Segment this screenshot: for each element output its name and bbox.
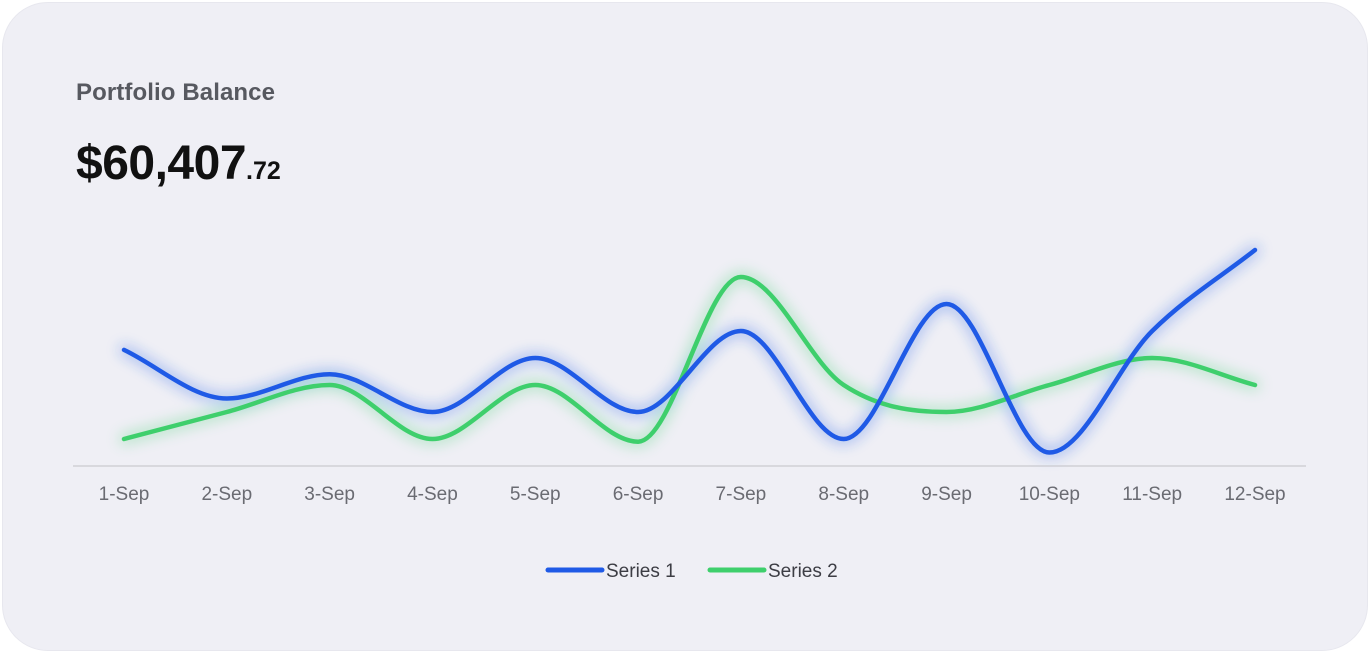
x-tick-label: 3-Sep <box>304 484 355 505</box>
series-2-line <box>121 274 1258 444</box>
x-tick-label: 11-Sep <box>1122 484 1182 505</box>
balance-amount: $60,407.72 <box>76 136 281 191</box>
series-1-line <box>121 247 1258 455</box>
balance-main: $60,407 <box>76 137 247 190</box>
x-tick-label: 1-Sep <box>99 484 150 505</box>
x-tick-label: 12-Sep <box>1224 484 1285 505</box>
legend-label-series-1: Series 1 <box>606 561 676 582</box>
x-tick-label: 9-Sep <box>921 484 972 505</box>
x-tick-label: 2-Sep <box>201 484 252 505</box>
x-tick-label: 5-Sep <box>510 484 561 505</box>
balance-cents: .72 <box>246 157 281 185</box>
glow-layer <box>119 245 1260 458</box>
x-tick-label: 10-Sep <box>1019 484 1080 505</box>
card-title: Portfolio Balance <box>76 79 276 106</box>
x-tick-label: 6-Sep <box>613 484 664 505</box>
series-layer <box>121 247 1258 455</box>
x-tick-label: 8-Sep <box>818 484 869 505</box>
legend: Series 1 Series 2 <box>545 561 838 582</box>
x-tick-label: 4-Sep <box>407 484 458 505</box>
x-tick-labels: 1-Sep 2-Sep 3-Sep 4-Sep 5-Sep 6-Sep 7-Sep 8-Sep… <box>99 484 1286 505</box>
legend-label-series-2: Series 2 <box>768 561 838 582</box>
x-tick-label: 7-Sep <box>716 484 767 505</box>
